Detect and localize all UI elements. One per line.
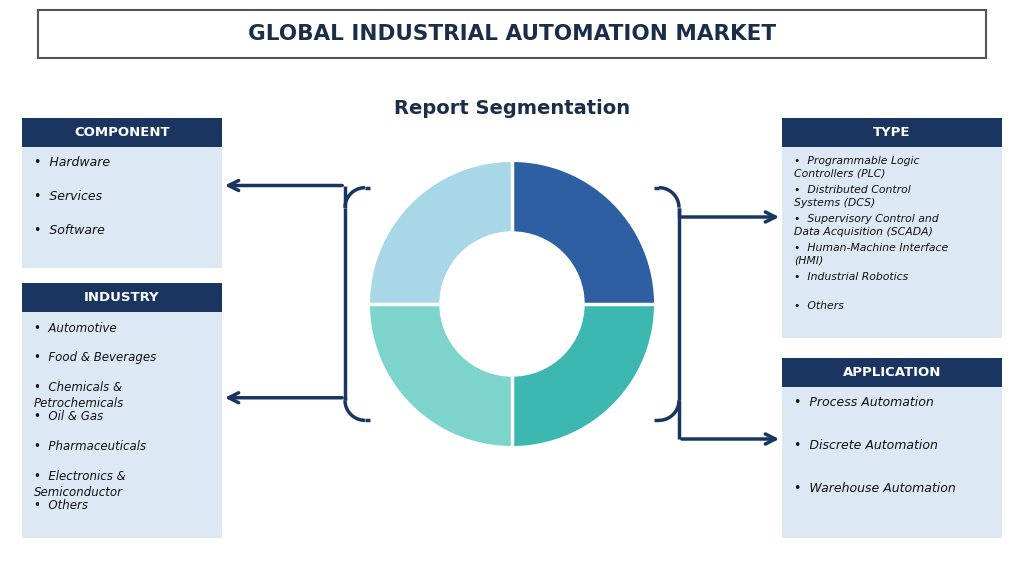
Text: •  Human-Machine Interface
(HMI): • Human-Machine Interface (HMI) <box>794 243 948 266</box>
Text: •  Services: • Services <box>34 190 102 203</box>
Text: •  Software: • Software <box>34 224 104 237</box>
Text: •  Supervisory Control and
Data Acquisition (SCADA): • Supervisory Control and Data Acquisiti… <box>794 214 939 237</box>
FancyBboxPatch shape <box>782 386 1002 538</box>
Text: GLOBAL INDUSTRIAL AUTOMATION MARKET: GLOBAL INDUSTRIAL AUTOMATION MARKET <box>248 24 776 44</box>
FancyBboxPatch shape <box>22 312 222 538</box>
FancyBboxPatch shape <box>782 358 1002 386</box>
Text: •  Distributed Control
Systems (DCS): • Distributed Control Systems (DCS) <box>794 185 910 208</box>
Circle shape <box>440 232 584 376</box>
Text: •  Process Automation: • Process Automation <box>794 396 934 410</box>
Text: INDUSTRY: INDUSTRY <box>84 291 160 304</box>
FancyBboxPatch shape <box>38 10 986 58</box>
Polygon shape <box>512 162 654 304</box>
Text: •  Discrete Automation: • Discrete Automation <box>794 439 938 452</box>
Text: •  Others: • Others <box>794 301 844 310</box>
Text: •  Programmable Logic
Controllers (PLC): • Programmable Logic Controllers (PLC) <box>794 157 920 179</box>
Text: •  Food & Beverages: • Food & Beverages <box>34 351 157 364</box>
Polygon shape <box>370 162 512 304</box>
Text: •  Automotive: • Automotive <box>34 321 117 335</box>
Text: •  Pharmaceuticals: • Pharmaceuticals <box>34 440 146 453</box>
Text: •  Chemicals &
Petrochemicals: • Chemicals & Petrochemicals <box>34 381 124 410</box>
Text: •  Electronics &
Semiconductor: • Electronics & Semiconductor <box>34 470 126 499</box>
Text: Report Segmentation: Report Segmentation <box>394 98 630 118</box>
Text: APPLICATION: APPLICATION <box>843 366 941 379</box>
Text: •  Industrial Robotics: • Industrial Robotics <box>794 272 908 282</box>
FancyBboxPatch shape <box>782 146 1002 338</box>
Text: •  Others: • Others <box>34 499 88 513</box>
Text: •  Oil & Gas: • Oil & Gas <box>34 411 103 423</box>
Polygon shape <box>512 304 654 446</box>
Text: •  Hardware: • Hardware <box>34 157 111 169</box>
FancyBboxPatch shape <box>22 146 222 268</box>
FancyBboxPatch shape <box>22 283 222 312</box>
Text: COMPONENT: COMPONENT <box>74 126 170 139</box>
FancyBboxPatch shape <box>22 118 222 146</box>
Text: •  Warehouse Automation: • Warehouse Automation <box>794 482 955 495</box>
Text: TYPE: TYPE <box>873 126 910 139</box>
Polygon shape <box>370 304 512 446</box>
FancyBboxPatch shape <box>782 118 1002 146</box>
